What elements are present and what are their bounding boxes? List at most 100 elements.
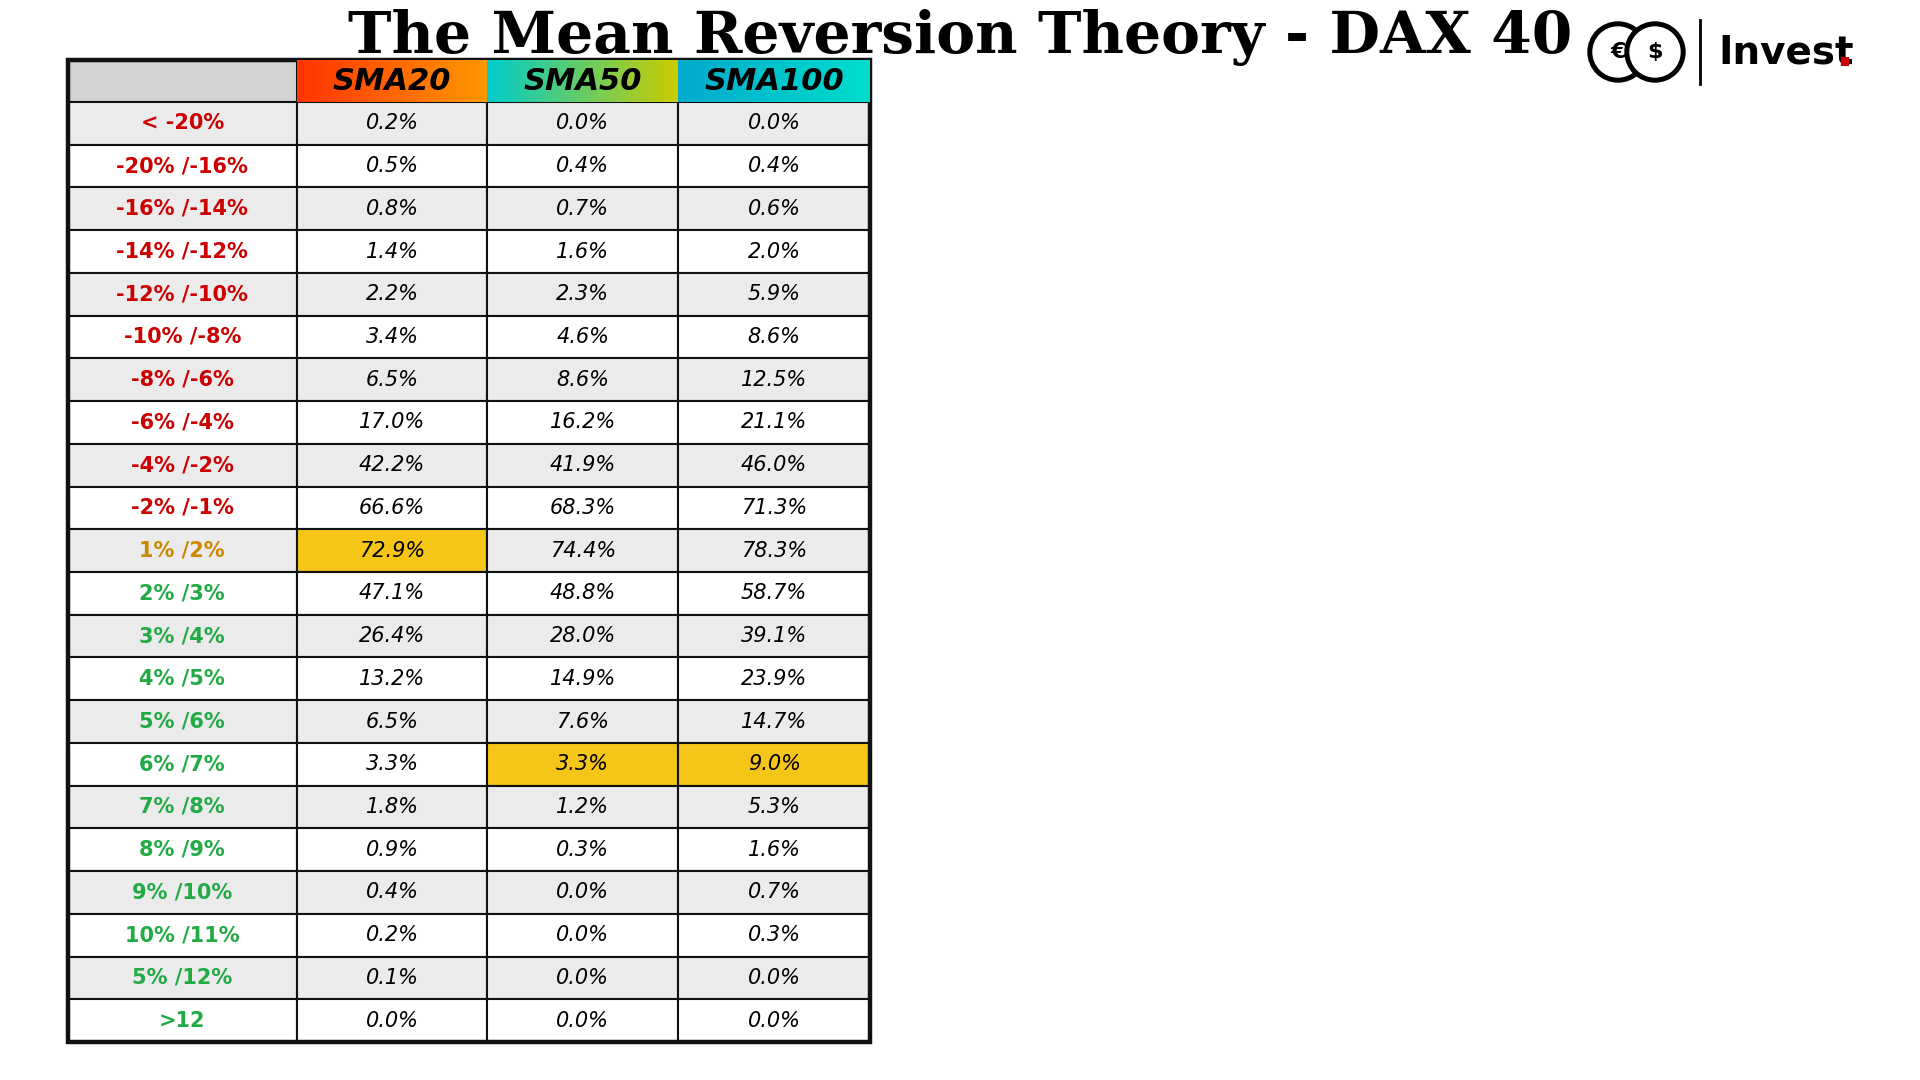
Text: 9% /10%: 9% /10% [132, 882, 232, 903]
Bar [67, 444, 296, 487]
Text: 41.9%: 41.9% [549, 455, 616, 475]
Bar [488, 102, 678, 145]
Text: 2.3%: 2.3% [557, 284, 609, 305]
Bar [296, 914, 488, 957]
Bar [678, 359, 870, 401]
Text: 1.6%: 1.6% [747, 840, 801, 860]
Bar [678, 102, 870, 145]
Bar [678, 572, 870, 615]
Bar [296, 487, 488, 529]
Text: -8% /-6%: -8% /-6% [131, 369, 234, 390]
Text: 71.3%: 71.3% [741, 498, 806, 518]
Bar [296, 957, 488, 999]
Bar [678, 401, 870, 444]
Bar [296, 145, 488, 188]
Bar [296, 529, 488, 572]
Text: 16.2%: 16.2% [549, 413, 616, 432]
Bar [678, 872, 870, 914]
Text: 1.6%: 1.6% [557, 242, 609, 261]
Text: -20% /-16%: -20% /-16% [117, 157, 248, 176]
Text: < -20%: < -20% [140, 113, 225, 133]
Bar [67, 487, 296, 529]
Bar [678, 828, 870, 872]
Text: 2% /3%: 2% /3% [140, 583, 225, 604]
Text: 14.7%: 14.7% [741, 712, 806, 731]
Text: 0.0%: 0.0% [747, 968, 801, 988]
Text: 0.0%: 0.0% [557, 882, 609, 903]
Bar [678, 529, 870, 572]
Text: €: € [1611, 42, 1626, 62]
Text: 12.5%: 12.5% [741, 369, 806, 390]
Text: 39.1%: 39.1% [741, 626, 806, 646]
Bar [67, 60, 870, 1042]
Text: 7% /8%: 7% /8% [140, 797, 225, 816]
Bar [488, 700, 678, 743]
Bar [678, 785, 870, 828]
Bar [296, 444, 488, 487]
Bar [678, 658, 870, 700]
Text: 21.1%: 21.1% [741, 413, 806, 432]
Text: -16% /-14%: -16% /-14% [117, 199, 248, 219]
Text: 72.9%: 72.9% [359, 541, 424, 561]
Bar [488, 743, 678, 785]
Bar [678, 444, 870, 487]
Text: 3% /4%: 3% /4% [140, 626, 225, 646]
Bar [67, 60, 296, 102]
Text: The Mean Reversion Theory - DAX 40: The Mean Reversion Theory - DAX 40 [348, 10, 1572, 67]
Bar [67, 914, 296, 957]
Text: 3.4%: 3.4% [365, 327, 419, 347]
Bar [296, 872, 488, 914]
Bar [67, 315, 296, 359]
Bar [296, 785, 488, 828]
Bar [296, 230, 488, 273]
Bar [67, 188, 296, 230]
Text: 26.4%: 26.4% [359, 626, 424, 646]
Text: 0.7%: 0.7% [557, 199, 609, 219]
Text: 17.0%: 17.0% [359, 413, 424, 432]
Text: 0.4%: 0.4% [747, 157, 801, 176]
Text: 13.2%: 13.2% [359, 669, 424, 689]
Bar [296, 572, 488, 615]
Bar [296, 359, 488, 401]
Text: 0.5%: 0.5% [365, 157, 419, 176]
Text: -10% /-8%: -10% /-8% [123, 327, 242, 347]
Bar [67, 359, 296, 401]
Text: 0.7%: 0.7% [747, 882, 801, 903]
Bar [488, 914, 678, 957]
Bar [488, 529, 678, 572]
Bar [678, 743, 870, 785]
Bar [296, 188, 488, 230]
Text: 47.1%: 47.1% [359, 583, 424, 604]
Bar [67, 273, 296, 315]
Text: 6.5%: 6.5% [365, 369, 419, 390]
Text: 4.6%: 4.6% [557, 327, 609, 347]
Text: 8.6%: 8.6% [747, 327, 801, 347]
Text: 3.3%: 3.3% [365, 754, 419, 774]
Text: 5.3%: 5.3% [747, 797, 801, 816]
Text: -2% /-1%: -2% /-1% [131, 498, 234, 518]
Text: 1% /2%: 1% /2% [140, 541, 225, 561]
Text: .: . [1836, 31, 1853, 77]
Bar [488, 487, 678, 529]
Bar [67, 658, 296, 700]
Circle shape [1588, 22, 1647, 82]
Text: 6.5%: 6.5% [365, 712, 419, 731]
Text: -4% /-2%: -4% /-2% [131, 455, 234, 475]
Text: 1.2%: 1.2% [557, 797, 609, 816]
Bar [488, 188, 678, 230]
Bar [296, 828, 488, 872]
Text: 46.0%: 46.0% [741, 455, 806, 475]
Bar [67, 700, 296, 743]
Bar [488, 359, 678, 401]
Text: 6% /7%: 6% /7% [140, 754, 225, 774]
Text: 58.7%: 58.7% [741, 583, 806, 604]
Text: 8% /9%: 8% /9% [140, 840, 225, 860]
Bar [296, 401, 488, 444]
Bar [678, 914, 870, 957]
Text: 23.9%: 23.9% [741, 669, 806, 689]
Bar [296, 658, 488, 700]
Text: 2.2%: 2.2% [365, 284, 419, 305]
Text: 0.4%: 0.4% [557, 157, 609, 176]
Text: 1.4%: 1.4% [365, 242, 419, 261]
Bar [488, 828, 678, 872]
